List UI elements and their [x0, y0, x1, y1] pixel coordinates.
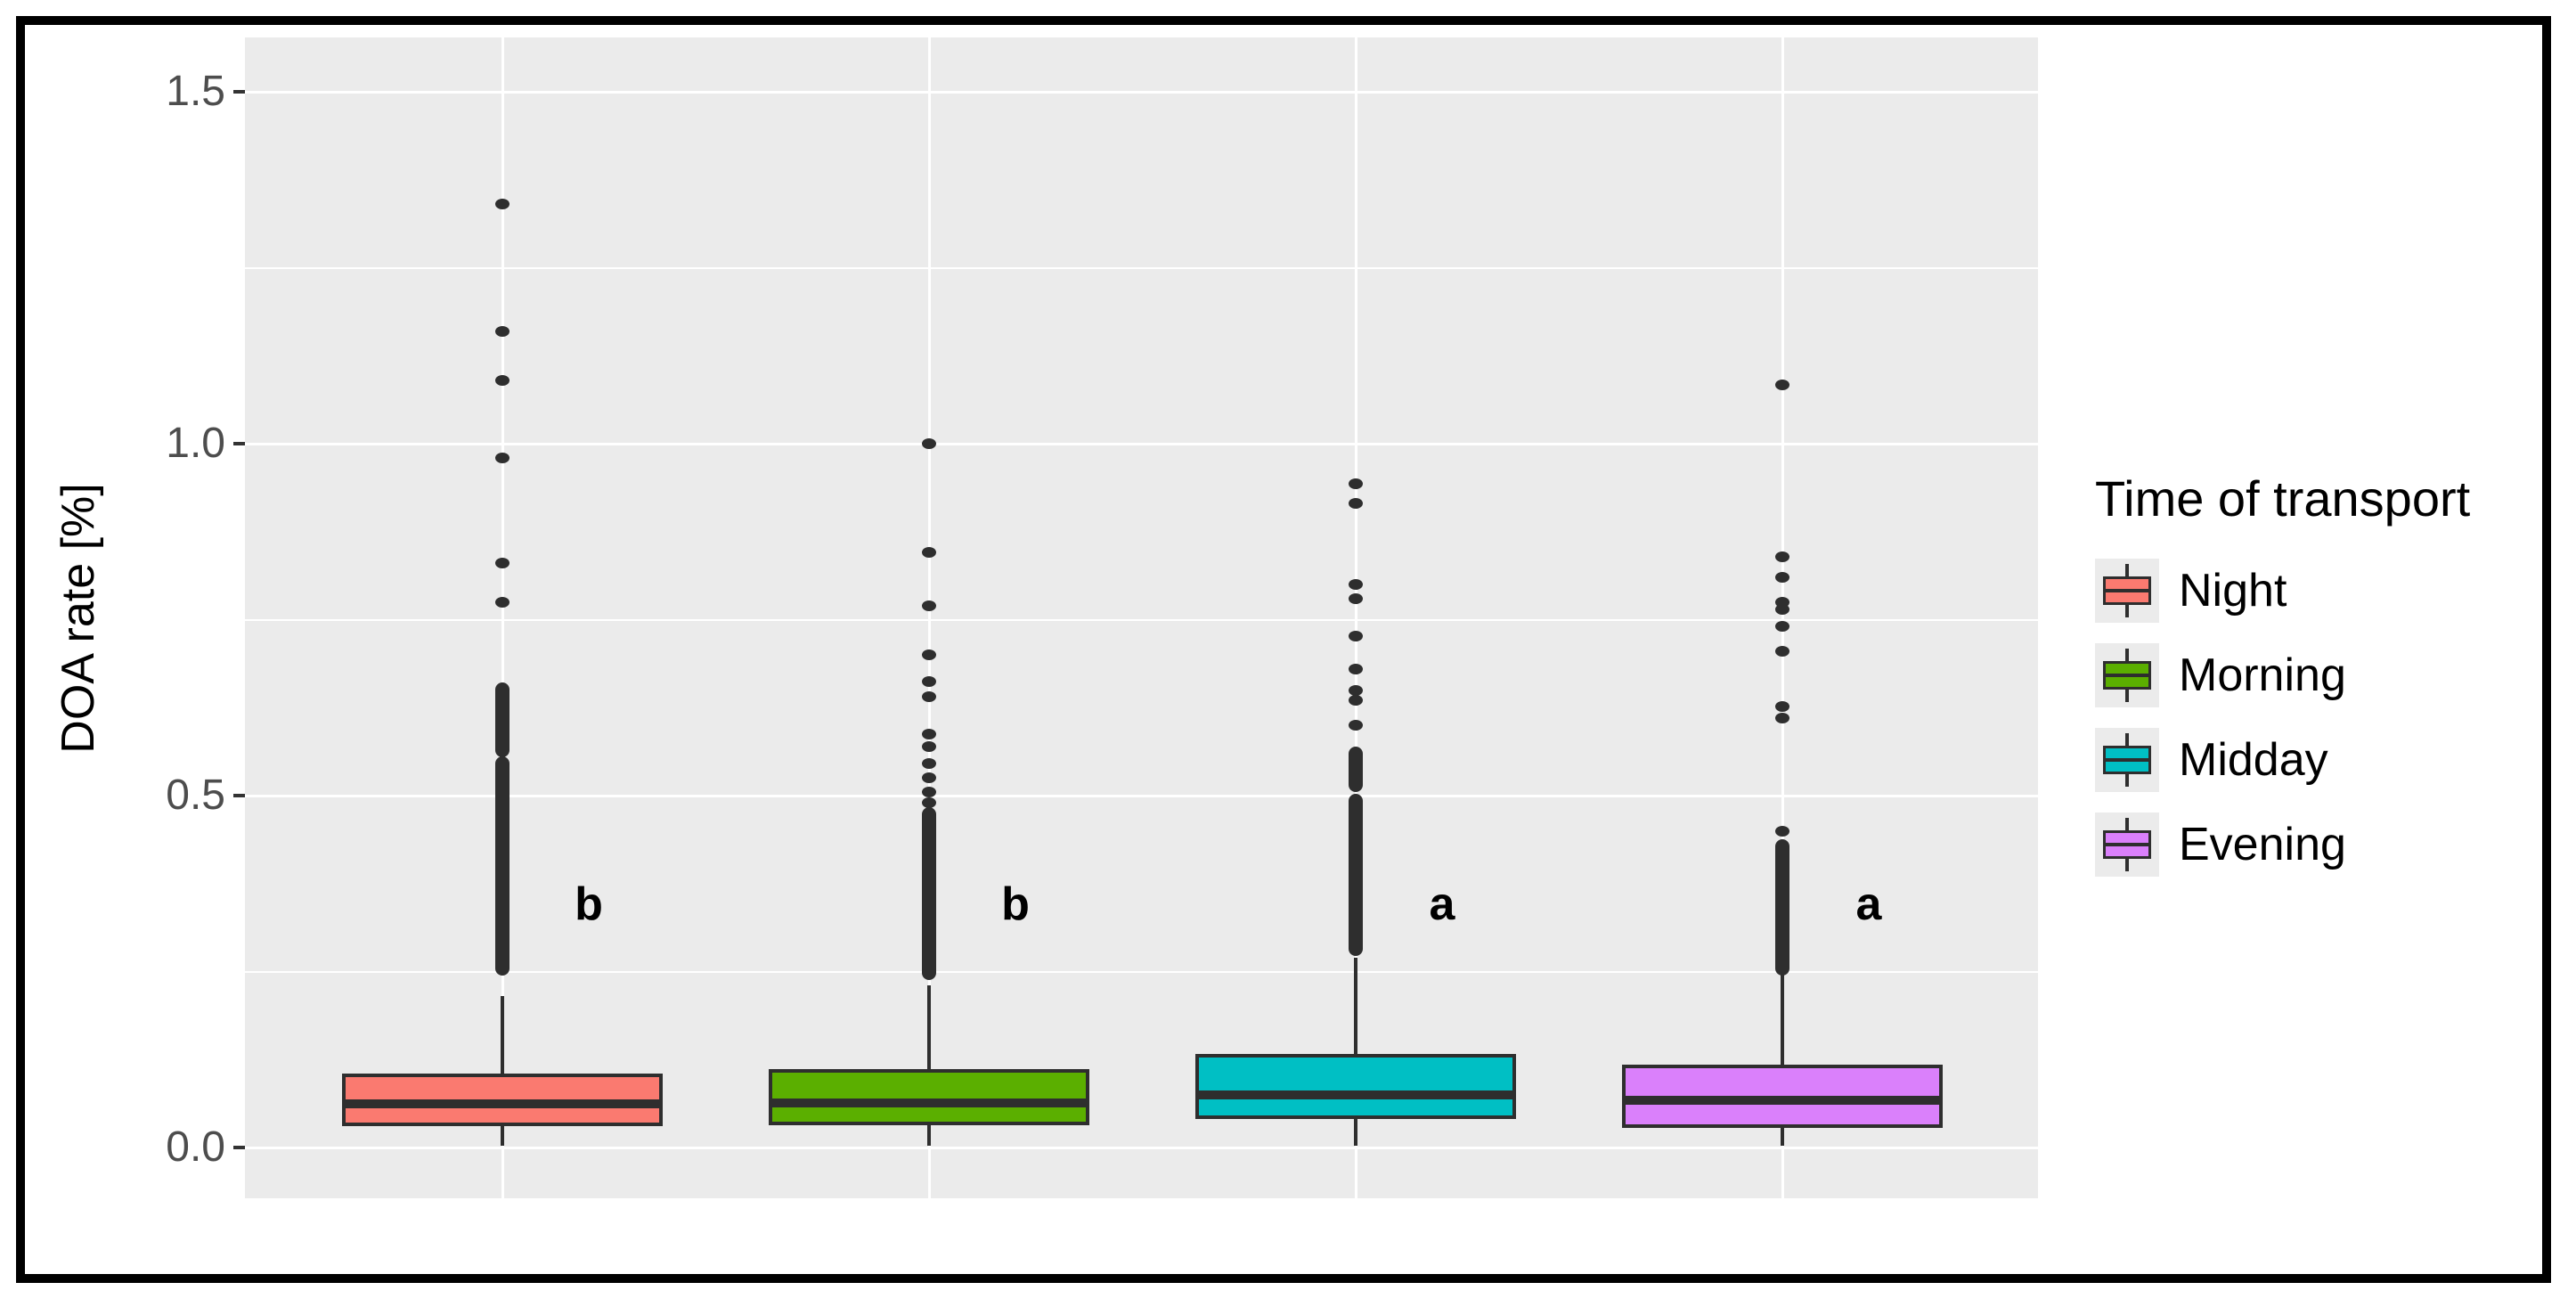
legend-key-boxplot-icon	[2095, 813, 2159, 877]
significance-letter: a	[1429, 878, 1455, 931]
outlier-point	[1775, 700, 1789, 712]
box-midday	[1195, 1053, 1516, 1119]
outlier-point	[1349, 579, 1363, 590]
outlier-point	[1775, 380, 1789, 391]
whisker-line	[927, 985, 931, 1146]
median-line	[342, 1099, 663, 1109]
outlier-point	[922, 438, 936, 449]
outlier-cluster	[495, 682, 509, 757]
y-tick-mark	[233, 442, 245, 445]
median-line	[769, 1099, 1089, 1108]
legend-item-midday: Midday	[2095, 728, 2451, 792]
outlier-point	[1775, 826, 1789, 837]
whisker-line	[501, 996, 504, 1146]
y-tick-mark	[233, 1146, 245, 1149]
outlier-point	[922, 787, 936, 798]
significance-letter: b	[575, 878, 603, 931]
minor-gridline	[245, 618, 2038, 621]
major-gridline	[245, 794, 2038, 797]
legend-title: Time of transport	[2095, 470, 2471, 527]
outlier-point	[922, 796, 936, 808]
outlier-point	[922, 740, 936, 752]
outlier-point	[495, 199, 509, 210]
legend-item-morning: Morning	[2095, 643, 2451, 707]
whisker-line	[1354, 957, 1357, 1146]
outlier-cluster	[1349, 794, 1363, 957]
legend-label: Night	[2179, 565, 2287, 617]
y-tick-mark	[233, 90, 245, 94]
outlier-point	[922, 758, 936, 770]
y-axis-title: DOA rate [%]	[53, 483, 104, 754]
minor-gridline	[245, 970, 2038, 973]
outlier-cluster	[495, 756, 509, 976]
outlier-point	[1349, 663, 1363, 674]
y-tick-mark	[233, 794, 245, 797]
outlier-point	[495, 596, 509, 608]
outlier-point	[1349, 631, 1363, 642]
legend-key-median	[2103, 843, 2151, 846]
significance-letter: a	[1855, 878, 1882, 931]
major-gridline	[245, 442, 2038, 445]
legend-key-boxplot-icon	[2095, 559, 2159, 623]
legend-key-boxplot-icon	[2095, 728, 2159, 792]
category-gridline	[1781, 37, 1784, 1198]
category-gridline	[1354, 37, 1357, 1198]
outlier-point	[495, 558, 509, 569]
outlier-point	[922, 649, 936, 660]
outlier-point	[1775, 713, 1789, 724]
whisker-line	[1781, 975, 1784, 1146]
y-tick-label: 0.5	[166, 772, 225, 819]
y-tick-label: 1.5	[166, 68, 225, 115]
outlier-point	[1349, 694, 1363, 706]
box-morning	[769, 1068, 1089, 1125]
outlier-point	[495, 325, 509, 337]
outlier-point	[922, 729, 936, 740]
median-line	[1622, 1096, 1943, 1106]
y-tick-label: 0.0	[166, 1123, 225, 1171]
significance-letter: b	[1001, 878, 1030, 931]
category-gridline	[927, 37, 931, 1198]
outlier-point	[495, 374, 509, 386]
legend-label: Midday	[2179, 734, 2328, 786]
outlier-point	[1775, 646, 1789, 658]
legend-item-night: Night	[2095, 559, 2451, 623]
median-line	[1195, 1090, 1516, 1099]
legend-item-evening: Evening	[2095, 813, 2451, 877]
outlier-point	[1349, 592, 1363, 604]
outlier-point	[1775, 551, 1789, 563]
outlier-point	[922, 547, 936, 559]
outlier-cluster	[1349, 747, 1363, 793]
minor-gridline	[245, 266, 2038, 269]
y-tick-label: 1.0	[166, 420, 225, 467]
legend-label: Morning	[2179, 649, 2346, 701]
legend-key-median	[2103, 758, 2151, 762]
major-gridline	[245, 90, 2038, 94]
legend-label: Evening	[2179, 819, 2346, 870]
legend-key-boxplot-icon	[2095, 643, 2159, 707]
outlier-point	[922, 676, 936, 688]
outlier-point	[922, 600, 936, 611]
outlier-point	[1775, 596, 1789, 608]
major-gridline	[245, 1146, 2038, 1149]
outlier-cluster	[922, 807, 936, 981]
plot-panel	[245, 37, 2038, 1198]
outlier-point	[495, 452, 509, 463]
outlier-point	[1775, 572, 1789, 584]
outlier-cluster	[1775, 838, 1789, 976]
outlier-point	[1349, 498, 1363, 510]
category-gridline	[501, 37, 504, 1198]
legend-key-median	[2103, 674, 2151, 677]
outlier-point	[1349, 720, 1363, 731]
outlier-point	[1349, 478, 1363, 490]
legend-key-median	[2103, 589, 2151, 592]
outlier-point	[922, 691, 936, 703]
outlier-point	[922, 772, 936, 784]
figure-frame	[16, 16, 2551, 1283]
outlier-point	[1349, 684, 1363, 696]
outlier-point	[1775, 621, 1789, 633]
